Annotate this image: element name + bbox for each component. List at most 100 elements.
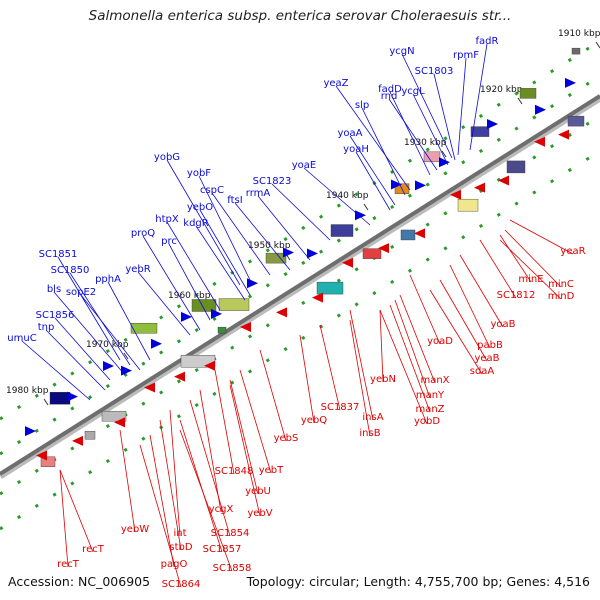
gene-label: SC1854 <box>211 528 250 539</box>
reverse-arrow <box>342 257 353 268</box>
gene-block <box>457 198 479 212</box>
reverse-arrow <box>558 129 569 140</box>
gene-block <box>400 229 416 241</box>
leader-line <box>53 291 126 376</box>
leader-line <box>179 429 233 572</box>
gene-label: pagO <box>161 559 188 570</box>
gene-label: int <box>173 528 186 539</box>
leader-line <box>469 43 488 151</box>
gene-block <box>571 47 581 55</box>
gene-label: ycgN <box>389 46 414 57</box>
leader-line <box>319 324 341 411</box>
reverse-arrow <box>144 382 155 393</box>
gene-label: SC1803 <box>415 66 454 77</box>
leader-line <box>433 73 456 161</box>
leader-line <box>239 369 272 474</box>
leader-line <box>199 389 222 513</box>
forward-arrow <box>181 311 192 322</box>
gene-label: minC <box>548 279 574 290</box>
topology-text: Topology: circular; Length: 4,755,700 bp… <box>246 574 590 589</box>
gene-block <box>567 115 585 127</box>
forward-arrow <box>211 308 222 319</box>
forward-arrow <box>355 210 366 221</box>
tick-mark <box>595 41 600 49</box>
leader-line <box>509 219 574 255</box>
gene-label: manX <box>420 375 449 386</box>
reverse-arrow <box>414 228 425 239</box>
forward-arrow <box>391 179 402 190</box>
gene-label: yobF <box>187 168 211 179</box>
leader-line <box>399 294 436 384</box>
map-title: Salmonella enterica subsp. enterica sero… <box>88 8 512 24</box>
gene-label: yebS <box>274 433 299 444</box>
leader-line <box>379 309 428 425</box>
leader-line <box>80 294 141 371</box>
gene-block <box>470 126 490 137</box>
leader-line <box>107 281 151 361</box>
gene-label: SC1856 <box>36 310 75 321</box>
leader-line <box>355 151 391 211</box>
gene-label: slp <box>355 100 369 111</box>
reverse-arrow <box>276 307 287 318</box>
leader-line <box>259 349 287 442</box>
gene-label: yebV <box>247 508 272 519</box>
gene-block <box>218 298 250 311</box>
gene-label: yebW <box>121 524 149 535</box>
gene-label: umuC <box>7 333 36 344</box>
gene-label: yebO <box>187 202 213 213</box>
gene-label: SC1851 <box>39 249 78 260</box>
tick-label: 1910 kbp <box>558 29 600 39</box>
backbone <box>0 94 600 476</box>
reverse-arrow <box>114 417 125 428</box>
leader-line <box>59 469 94 553</box>
forward-arrow <box>565 77 576 88</box>
feature-track <box>0 39 600 421</box>
gene-label: yobG <box>154 152 180 163</box>
gene-label: SC1848 <box>215 466 254 477</box>
leader-line <box>189 399 231 537</box>
leader-line <box>439 279 488 362</box>
gene-block <box>330 224 354 237</box>
gene-block <box>40 456 56 467</box>
reverse-arrow <box>204 360 215 371</box>
leader-line <box>335 85 411 191</box>
leader-line <box>499 234 532 283</box>
leader-line <box>45 329 106 391</box>
forward-arrow <box>103 360 114 371</box>
gene-label: prc <box>161 236 177 247</box>
gene-label: manY <box>416 390 445 401</box>
leader-line <box>199 209 251 296</box>
leader-line <box>429 289 483 375</box>
forward-arrow <box>151 338 162 349</box>
gene-label: yobD <box>414 416 440 427</box>
leader-line <box>198 175 251 281</box>
reverse-arrow <box>474 182 485 193</box>
leader-line <box>54 317 111 381</box>
gene-label: fadR <box>476 36 499 47</box>
leader-line <box>211 192 271 276</box>
tick-label: 1920 kbp <box>480 85 523 95</box>
gene-label: stbD <box>169 542 192 553</box>
tick-label: 1950 kbp <box>248 241 291 251</box>
tick-mark <box>43 398 49 406</box>
reverse-arrow <box>72 435 83 446</box>
tick-mark <box>517 97 523 105</box>
forward-arrow <box>415 180 426 191</box>
leader-line <box>457 57 467 156</box>
gene-label: insA <box>362 412 383 423</box>
leader-line <box>401 53 453 159</box>
reverse-arrow <box>534 136 545 147</box>
gene-label: yebN <box>370 374 396 385</box>
gene-label: minD <box>548 291 575 302</box>
tick-mark <box>441 150 447 158</box>
leader-line <box>166 159 241 286</box>
gene-label: minE <box>518 274 543 285</box>
gene-block <box>506 160 526 174</box>
gene-label: ycgX <box>209 504 234 515</box>
leader-line <box>234 202 291 271</box>
feature-layer <box>0 39 600 531</box>
leader-line <box>149 434 175 568</box>
reverse-arrow <box>36 450 47 461</box>
leader-line <box>229 384 261 517</box>
